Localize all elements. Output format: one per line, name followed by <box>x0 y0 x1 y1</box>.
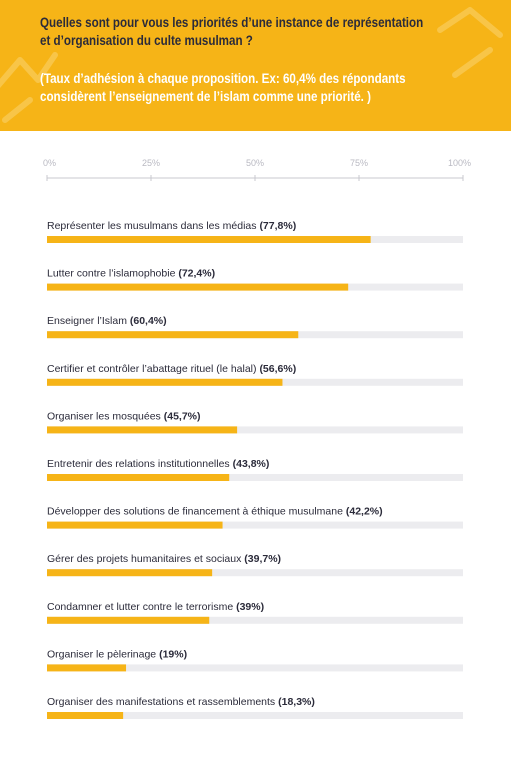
bar-track <box>47 426 463 434</box>
data-label: (39,7%) <box>244 553 281 565</box>
bar <box>47 616 210 624</box>
bar-track <box>47 569 463 577</box>
chart-header: Quelles sont pour vous les priorités d’u… <box>0 0 511 131</box>
bar <box>47 569 213 577</box>
x-tick-label: 75% <box>350 158 368 168</box>
category-label: Représenter les musulmans dans les média… <box>47 220 296 232</box>
bar-track <box>47 521 463 529</box>
category-label: Développer des solutions de financement … <box>47 506 383 518</box>
x-tick-label: 25% <box>142 158 160 168</box>
category-label: Lutter contre l’islamophobie (72,4%) <box>47 268 215 280</box>
decorative-pattern-icon <box>0 7 503 123</box>
chart-title-line-2: et d’organisation du culte musulman ? <box>40 33 253 48</box>
chart-title: Quelles sont pour vous les priorités d’u… <box>40 14 480 50</box>
bar-chart: 0% 25% 50% 75% 100% Représenter les musulmans… <box>43 158 471 719</box>
bar-track <box>47 712 463 719</box>
bar-track <box>47 664 463 672</box>
category-name: Développer des solutions de financement … <box>47 506 346 518</box>
x-tick-label: 0% <box>43 158 56 168</box>
data-label: (43,8%) <box>233 458 270 470</box>
category-label: Condamner et lutter contre le terrorisme… <box>47 601 264 613</box>
data-label: (39%) <box>236 601 264 613</box>
data-label: (60,4%) <box>130 315 167 327</box>
bar <box>47 712 124 719</box>
category-label: Entretenir des relations institutionnell… <box>47 458 269 470</box>
category-name: Représenter les musulmans dans les média… <box>47 220 259 232</box>
category-name: Condamner et lutter contre le terrorisme <box>47 601 236 613</box>
data-label: (56,6%) <box>259 363 296 375</box>
data-label: (45,7%) <box>164 410 201 422</box>
chart-subtitle-line-1: (Taux d’adhésion à chaque proposition. E… <box>40 71 406 86</box>
category-name: Organiser des manifestations et rassembl… <box>47 696 278 708</box>
category-name: Entretenir des relations institutionnell… <box>47 458 233 470</box>
x-tick-label: 100% <box>448 158 471 168</box>
x-tick-label: 50% <box>246 158 264 168</box>
data-label: (77,8%) <box>259 220 296 232</box>
chart-subtitle-line-2: considèrent l’enseignement de l’islam co… <box>40 89 371 104</box>
bar <box>47 521 223 529</box>
category-label: Organiser le pèlerinage (19%) <box>47 648 187 660</box>
bar <box>47 331 299 339</box>
category-name: Organiser les mosquées <box>47 410 164 422</box>
bar <box>47 664 127 672</box>
chart-subtitle: (Taux d’adhésion à chaque proposition. E… <box>40 70 496 106</box>
category-name: Lutter contre l’islamophobie <box>47 268 178 280</box>
category-label: Organiser les mosquées (45,7%) <box>47 410 201 422</box>
bar <box>47 236 371 243</box>
bar <box>47 283 349 291</box>
data-label: (72,4%) <box>178 268 215 280</box>
category-label: Gérer des projets humanitaires et sociau… <box>47 553 281 565</box>
data-label: (42,2%) <box>346 506 383 518</box>
category-name: Enseigner l’Islam <box>47 315 130 327</box>
bar <box>47 378 283 386</box>
bar <box>47 426 238 434</box>
category-label: Enseigner l’Islam (60,4%) <box>47 315 167 327</box>
data-label: (19%) <box>159 648 187 660</box>
category-name: Certifier et contrôler l’abattage rituel… <box>47 363 259 375</box>
data-label: (18,3%) <box>278 696 315 708</box>
bar-track <box>47 474 463 481</box>
category-label: Certifier et contrôler l’abattage rituel… <box>47 363 296 375</box>
bar-track <box>47 616 463 624</box>
bar <box>47 474 230 481</box>
category-label: Organiser des manifestations et rassembl… <box>47 696 315 708</box>
category-name: Gérer des projets humanitaires et sociau… <box>47 553 244 565</box>
category-name: Organiser le pèlerinage <box>47 648 159 660</box>
chart-title-line-1: Quelles sont pour vous les priorités d’u… <box>40 15 424 30</box>
